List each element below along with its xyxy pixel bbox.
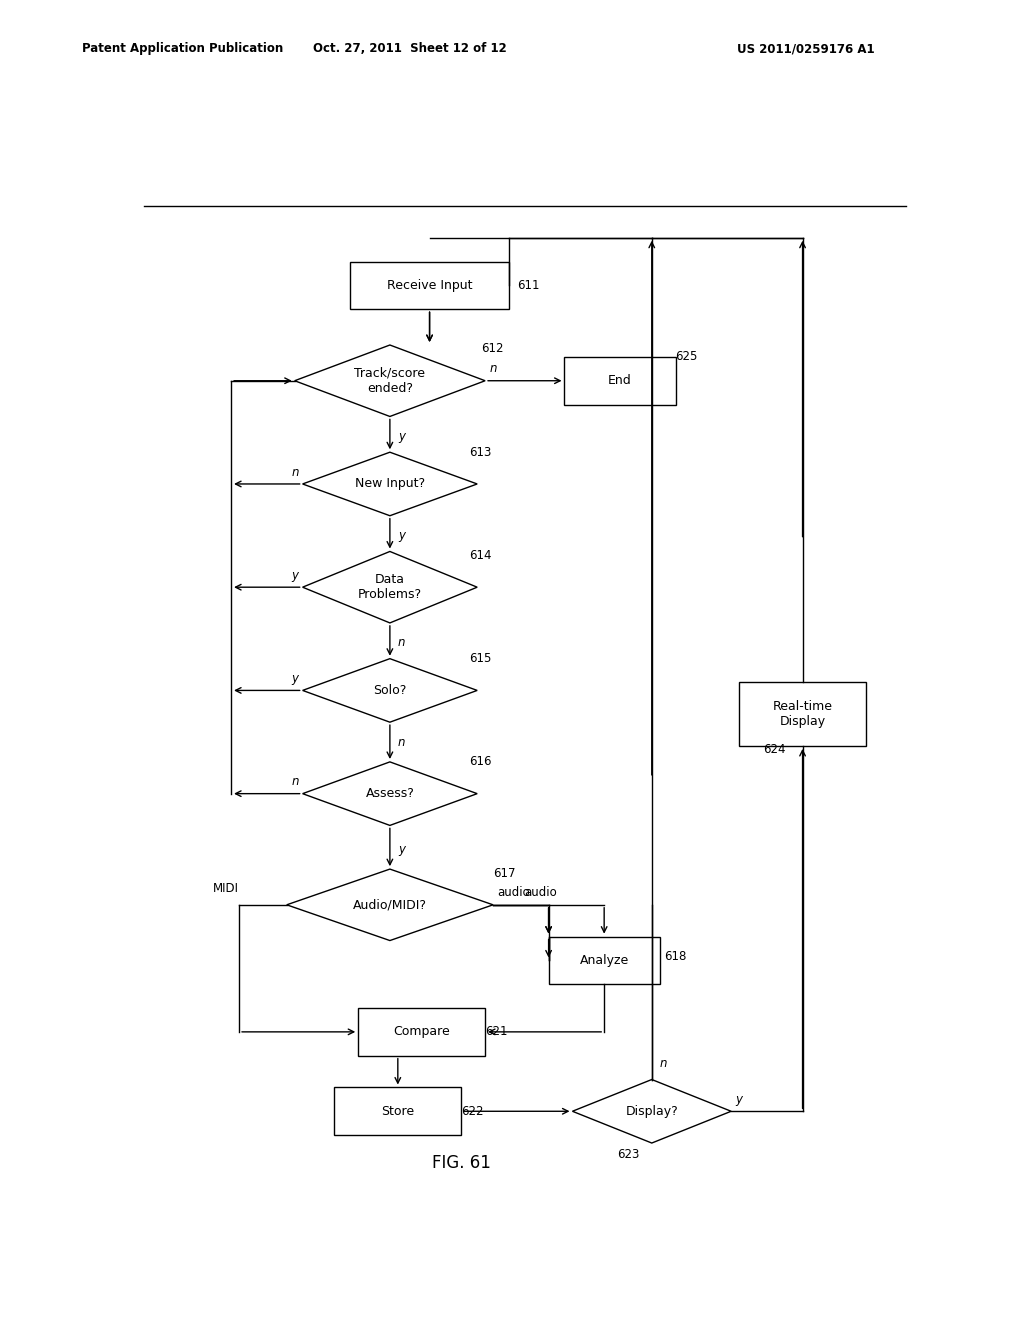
Text: 615: 615 [469, 652, 492, 665]
Text: Real-time
Display: Real-time Display [772, 700, 833, 729]
Text: Track/score
ended?: Track/score ended? [354, 367, 425, 395]
Text: n: n [291, 775, 299, 788]
Text: y: y [292, 672, 299, 685]
Text: y: y [397, 842, 404, 855]
Text: 618: 618 [664, 950, 686, 962]
Text: audio: audio [524, 887, 557, 899]
FancyBboxPatch shape [549, 937, 659, 985]
Text: y: y [397, 529, 404, 543]
Polygon shape [287, 869, 494, 941]
Text: y: y [292, 569, 299, 582]
Text: y: y [735, 1093, 742, 1106]
Text: Data
Problems?: Data Problems? [357, 573, 422, 601]
FancyBboxPatch shape [739, 682, 866, 746]
Polygon shape [303, 453, 477, 516]
Text: MIDI: MIDI [213, 883, 240, 895]
Text: 617: 617 [494, 866, 515, 879]
Text: 624: 624 [763, 743, 785, 756]
Text: Oct. 27, 2011  Sheet 12 of 12: Oct. 27, 2011 Sheet 12 of 12 [312, 42, 507, 55]
Text: 613: 613 [469, 446, 492, 459]
Polygon shape [303, 552, 477, 623]
Text: n: n [397, 636, 406, 649]
Text: y: y [397, 430, 404, 442]
Text: New Input?: New Input? [355, 478, 425, 491]
Text: 611: 611 [517, 279, 540, 292]
FancyBboxPatch shape [358, 1008, 485, 1056]
Text: n: n [291, 466, 299, 479]
Text: 625: 625 [676, 350, 698, 363]
Text: End: End [608, 375, 632, 387]
Text: 616: 616 [469, 755, 492, 768]
Polygon shape [572, 1080, 731, 1143]
FancyBboxPatch shape [334, 1088, 461, 1135]
Text: 622: 622 [461, 1105, 483, 1118]
Text: 612: 612 [481, 342, 504, 355]
Text: Audio/MIDI?: Audio/MIDI? [353, 899, 427, 911]
Text: 614: 614 [469, 549, 492, 562]
Text: Display?: Display? [626, 1105, 678, 1118]
Text: Assess?: Assess? [366, 787, 415, 800]
Text: Analyze: Analyze [580, 954, 629, 968]
Polygon shape [303, 659, 477, 722]
Polygon shape [303, 762, 477, 825]
Text: 621: 621 [485, 1026, 508, 1039]
Text: Solo?: Solo? [373, 684, 407, 697]
Text: 623: 623 [616, 1148, 639, 1162]
Polygon shape [295, 345, 485, 417]
Text: US 2011/0259176 A1: US 2011/0259176 A1 [737, 42, 874, 55]
Text: Compare: Compare [393, 1026, 450, 1039]
Text: n: n [659, 1057, 668, 1071]
Text: Patent Application Publication: Patent Application Publication [82, 42, 284, 55]
FancyBboxPatch shape [564, 356, 676, 404]
Text: Receive Input: Receive Input [387, 279, 472, 292]
Text: Store: Store [381, 1105, 415, 1118]
Text: audio: audio [497, 887, 529, 899]
Text: n: n [397, 735, 406, 748]
Text: n: n [489, 362, 497, 375]
Text: FIG. 61: FIG. 61 [432, 1154, 490, 1172]
FancyBboxPatch shape [350, 261, 509, 309]
